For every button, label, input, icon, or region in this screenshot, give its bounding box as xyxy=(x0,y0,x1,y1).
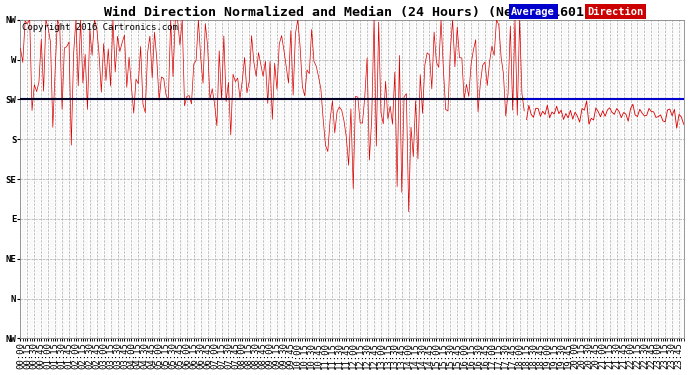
Title: Wind Direction Normalized and Median (24 Hours) (New) 20160113: Wind Direction Normalized and Median (24… xyxy=(104,6,600,18)
Text: Direction: Direction xyxy=(587,6,644,16)
Text: Copyright 2016 Cartronics.com: Copyright 2016 Cartronics.com xyxy=(22,23,177,32)
Text: Average: Average xyxy=(511,6,555,16)
